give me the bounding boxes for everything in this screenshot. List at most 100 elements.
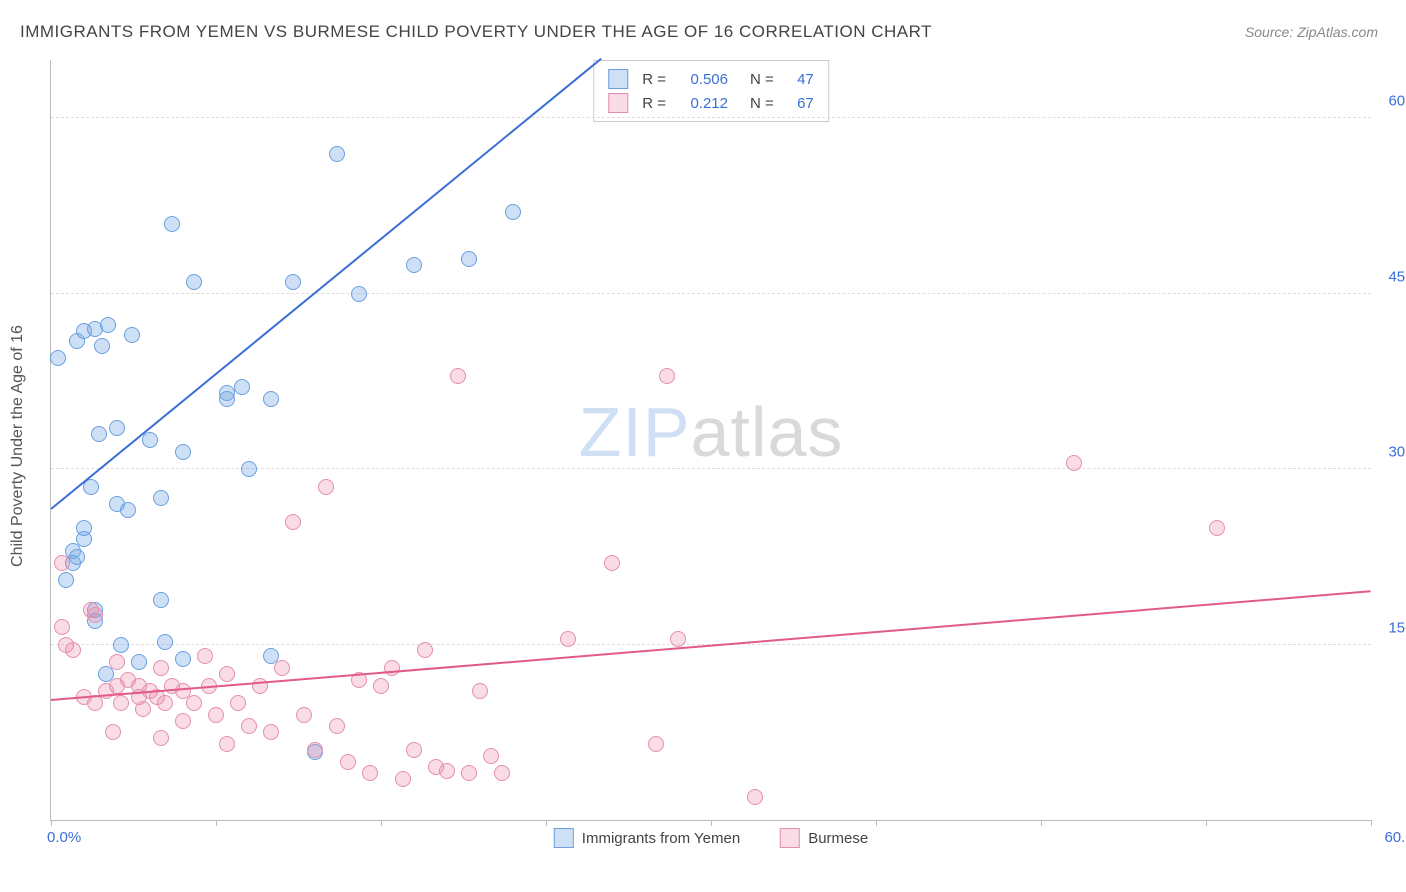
r-value-yemen: 0.506 [676,71,728,88]
legend-row-yemen: R = 0.506 N = 47 [608,67,814,91]
data-point [164,216,180,232]
data-point [113,695,129,711]
x-tick [1041,820,1042,826]
y-tick-label: 60.0% [1377,93,1406,110]
data-point [186,695,202,711]
legend-item-burmese: Burmese [780,828,868,848]
n-value-burmese: 67 [784,95,814,112]
watermark-zip: ZIP [579,393,691,471]
data-point [1209,520,1225,536]
data-point [50,350,66,366]
data-point [296,707,312,723]
trend-line [50,58,601,510]
data-point [406,742,422,758]
data-point [109,420,125,436]
data-point [670,631,686,647]
legend-row-burmese: R = 0.212 N = 67 [608,91,814,115]
data-point [648,736,664,752]
x-tick [381,820,382,826]
y-tick-label: 30.0% [1377,444,1406,461]
data-point [1066,455,1082,471]
data-point [285,274,301,290]
data-point [472,683,488,699]
x-tick [711,820,712,826]
data-point [197,648,213,664]
legend-item-yemen: Immigrants from Yemen [554,828,740,848]
source-attribution: Source: ZipAtlas.com [1245,24,1378,40]
data-point [329,718,345,734]
data-point [329,146,345,162]
data-point [76,520,92,536]
data-point [252,678,268,694]
data-point [362,765,378,781]
r-value-burmese: 0.212 [676,95,728,112]
data-point [135,701,151,717]
data-point [604,555,620,571]
data-point [494,765,510,781]
data-point [560,631,576,647]
x-tick [546,820,547,826]
data-point [659,368,675,384]
swatch-yemen-bottom [554,828,574,848]
r-label: R = [642,95,666,112]
data-point [124,327,140,343]
n-label: N = [750,95,774,112]
data-point [274,660,290,676]
data-point [241,461,257,477]
y-tick-label: 45.0% [1377,268,1406,285]
data-point [285,514,301,530]
data-point [91,426,107,442]
watermark: ZIPatlas [579,392,844,472]
swatch-burmese [608,93,628,113]
data-point [186,274,202,290]
data-point [461,251,477,267]
data-point [175,651,191,667]
data-point [461,765,477,781]
data-point [131,654,147,670]
y-axis-label: Child Poverty Under the Age of 16 [9,325,27,567]
data-point [175,444,191,460]
data-point [153,660,169,676]
data-point [113,637,129,653]
data-point [241,718,257,734]
gridline [51,293,1371,294]
data-point [219,391,235,407]
r-label: R = [642,71,666,88]
data-point [373,678,389,694]
series-name-burmese: Burmese [808,830,868,847]
x-tick-label: 60.0% [1384,829,1406,846]
x-tick [1371,820,1372,826]
data-point [417,642,433,658]
data-point [65,642,81,658]
watermark-atlas: atlas [691,393,844,471]
data-point [100,317,116,333]
data-point [69,549,85,565]
data-point [384,660,400,676]
data-point [318,479,334,495]
data-point [175,713,191,729]
data-point [219,666,235,682]
data-point [109,654,125,670]
n-value-yemen: 47 [784,71,814,88]
data-point [263,724,279,740]
swatch-yemen [608,69,628,89]
data-point [505,204,521,220]
data-point [234,379,250,395]
data-point [263,391,279,407]
data-point [406,257,422,273]
data-point [153,490,169,506]
data-point [105,724,121,740]
data-point [395,771,411,787]
data-point [307,742,323,758]
data-point [351,286,367,302]
plot-area: ZIPatlas R = 0.506 N = 47 R = 0.212 N = … [50,60,1371,821]
n-label: N = [750,71,774,88]
data-point [153,730,169,746]
data-point [54,555,70,571]
data-point [747,789,763,805]
x-tick [216,820,217,826]
x-tick [1206,820,1207,826]
data-point [54,619,70,635]
trend-line [51,590,1371,701]
data-point [230,695,246,711]
